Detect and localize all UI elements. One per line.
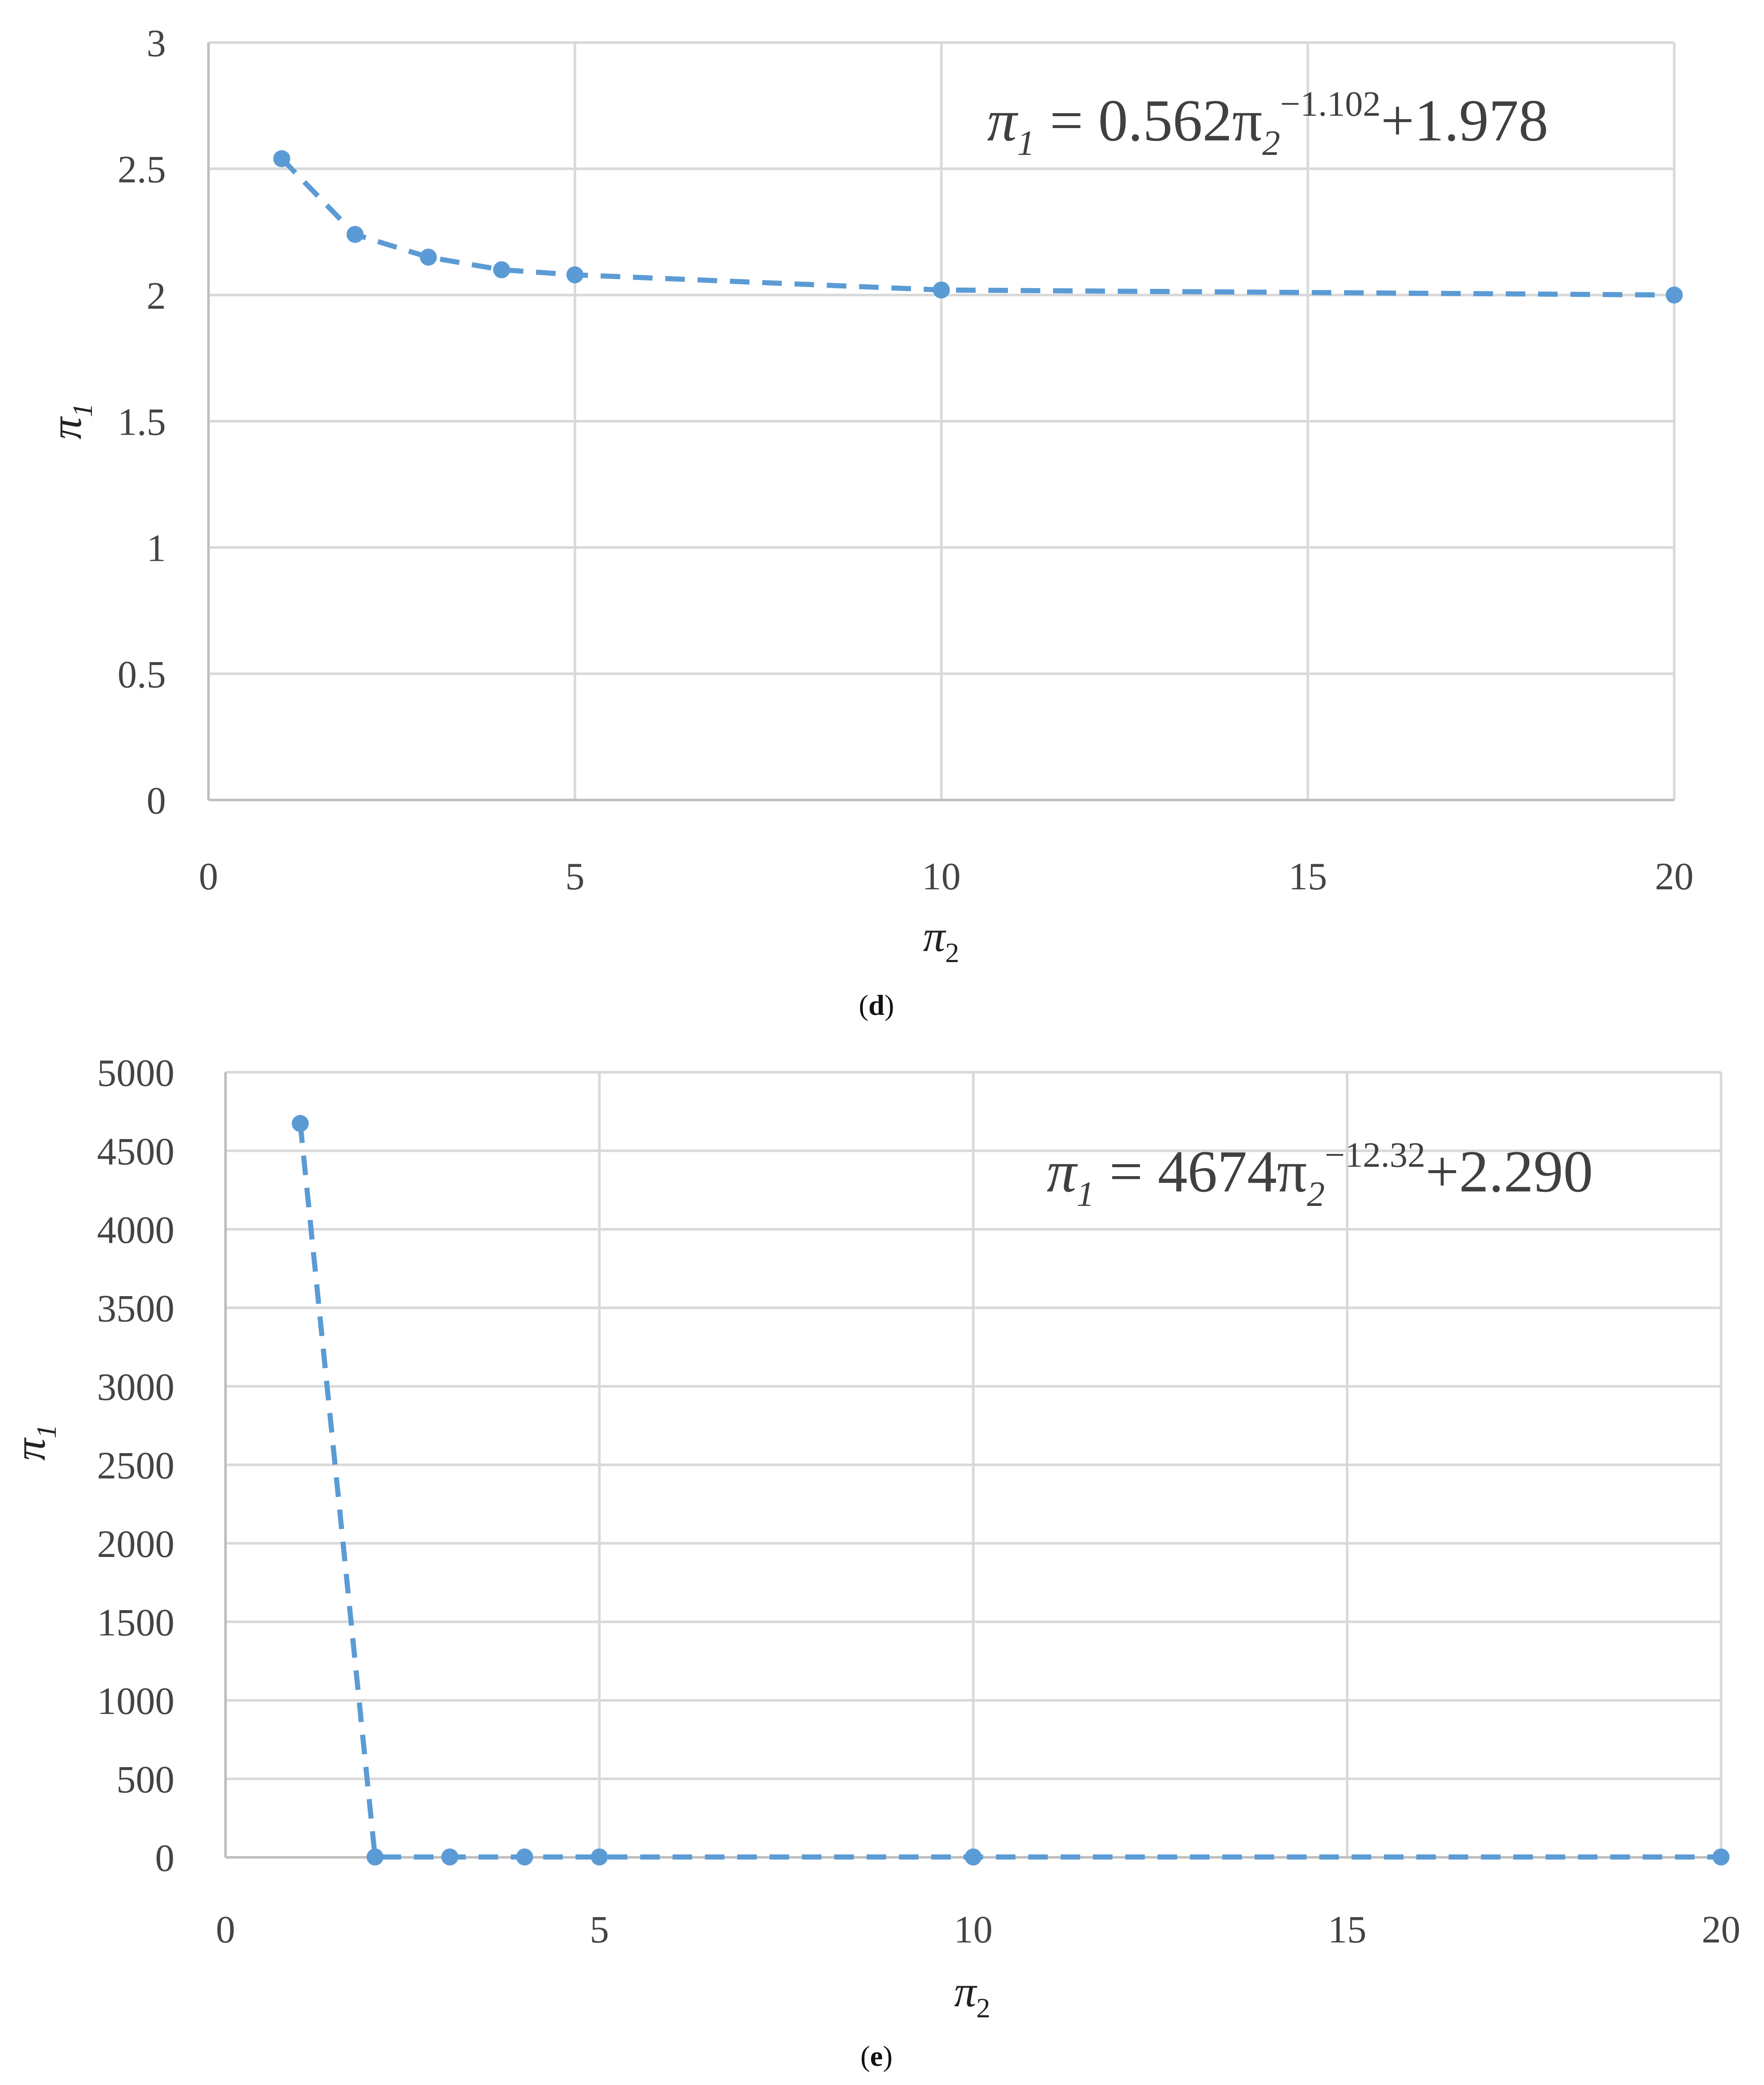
series-trend-line (297, 1123, 1721, 1860)
fit-equation: π1 = 0.562π2−1.102+1.978 (987, 84, 1548, 163)
y-tick-label: 3500 (97, 1287, 174, 1330)
y-tick-label: 1500 (97, 1601, 174, 1644)
y-tick-label: 1 (147, 527, 166, 570)
chart-panel-e: 0 500 1000 1500 2000 2500 3000 3500 4000 4500 5000… (6, 1051, 1741, 2072)
y-tick-label: 2000 (97, 1522, 174, 1565)
y-tick-label: 4500 (97, 1130, 174, 1173)
y-tick-label: 2.5 (117, 148, 166, 191)
x-tick-label: 5 (590, 1908, 609, 1951)
x-tick-label: 15 (1328, 1908, 1367, 1951)
data-point (493, 261, 510, 278)
x-tick-label: 5 (565, 855, 585, 898)
y-tick-label: 3 (147, 22, 166, 65)
y-tick-label: 4000 (97, 1208, 174, 1251)
data-point (420, 248, 437, 266)
y-tick-label: 5000 (97, 1051, 174, 1094)
data-point (346, 226, 364, 243)
data-point (591, 1848, 608, 1866)
data-point (1666, 286, 1683, 304)
y-tick-label: 3000 (97, 1365, 174, 1408)
y-tick-label: 1000 (97, 1679, 174, 1722)
panel-caption: (d) (859, 989, 894, 1021)
x-axis-title: π2 (954, 1967, 990, 2024)
data-point (441, 1848, 459, 1866)
x-axis-title: π2 (923, 912, 959, 968)
y-axis-title: π1 (42, 403, 98, 439)
y-tick-label: 0 (155, 1837, 175, 1879)
y-tick-label: 2 (147, 274, 166, 317)
data-point (291, 1115, 309, 1132)
series-trend-line (280, 157, 1675, 298)
chart-panel-d: 0 0.5 1 1.5 2 2.5 3 0 5 10 15 20 π2 π1 π1 = 0.562π2−1.… (42, 22, 1694, 1021)
y-tick-label: 1.5 (117, 400, 166, 443)
x-tick-label: 20 (1702, 1908, 1741, 1951)
panel-caption: (e) (860, 2040, 893, 2072)
x-tick-label: 10 (954, 1908, 993, 1951)
x-tick-label: 10 (922, 855, 961, 898)
data-point (516, 1848, 533, 1866)
data-point (1713, 1848, 1730, 1866)
x-tick-label: 15 (1288, 855, 1327, 898)
data-point (566, 266, 584, 283)
x-tick-label: 0 (199, 855, 218, 898)
data-point (273, 150, 291, 167)
y-tick-label: 2500 (97, 1444, 174, 1487)
y-tick-label: 0 (147, 779, 166, 822)
data-point (933, 281, 950, 299)
y-tick-label: 500 (117, 1758, 175, 1801)
y-tick-label: 0.5 (117, 653, 166, 696)
x-tick-label: 0 (216, 1908, 235, 1951)
y-axis-title: π1 (6, 1424, 62, 1460)
data-point (965, 1848, 982, 1866)
fit-equation: π1 = 4674π2−12.32+2.290 (1047, 1135, 1593, 1214)
data-point (366, 1848, 384, 1866)
x-tick-label: 20 (1655, 855, 1694, 898)
